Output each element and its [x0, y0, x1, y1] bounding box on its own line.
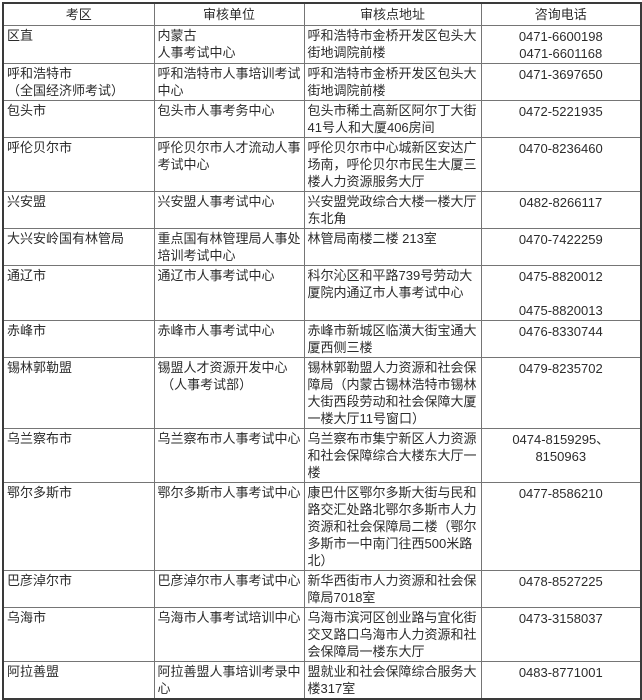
table-row: 乌海市 乌海市人事考试培训中心 乌海市滨河区创业路与宜化街交叉路口乌海市人力资源和社…	[2, 607, 642, 662]
cell-phone: 0477-8586210	[480, 482, 642, 571]
column-header-site-address: 审核点地址	[303, 2, 482, 26]
cell-unit: 乌海市人事考试培训中心	[153, 607, 305, 662]
cell-phone: 0479-8235702	[480, 357, 642, 429]
cell-address: 呼和浩特市金桥开发区包头大街地调院前楼	[303, 25, 482, 64]
cell-unit: 内蒙古 人事考试中心	[153, 25, 305, 64]
cell-area: 阿拉善盟	[2, 661, 155, 700]
cell-unit: 通辽市人事考试中心	[153, 265, 305, 321]
cell-unit: 重点国有林管理局人事处培训考试中心	[153, 228, 305, 266]
cell-address: 科尔沁区和平路739号劳动大厦院内通辽市人事考试中心	[303, 265, 482, 321]
table-header: 考区 审核单位 审核点地址 咨询电话	[2, 2, 642, 26]
table-row: 巴彦淖尔市 巴彦淖尔市人事考试中心 新华西街市人力资源和社会保障局7018室 0478…	[2, 570, 642, 608]
table-row: 鄂尔多斯市 鄂尔多斯市人事考试中心 康巴什区鄂尔多斯大街与民和路交汇处路北鄂尔多斯市…	[2, 482, 642, 571]
cell-phone: 0470-8236460	[480, 137, 642, 192]
cell-address: 包头市稀土高新区阿尔丁大街41号人和大厦406房间	[303, 100, 482, 138]
cell-unit: 呼伦贝尔市人才流动人事考试中心	[153, 137, 305, 192]
table-row: 区直 内蒙古 人事考试中心 呼和浩特市金桥开发区包头大街地调院前楼 0471-6600…	[2, 25, 642, 64]
column-header-review-unit: 审核单位	[153, 2, 305, 26]
cell-unit: 乌兰察布市人事考试中心	[153, 428, 305, 483]
cell-address: 康巴什区鄂尔多斯大街与民和路交汇处路北鄂尔多斯市人力资源和社会保障局二楼（鄂尔多…	[303, 482, 482, 571]
cell-unit: 包头市人事考务中心	[153, 100, 305, 138]
table-body: 区直 内蒙古 人事考试中心 呼和浩特市金桥开发区包头大街地调院前楼 0471-6600…	[2, 25, 642, 700]
cell-area: 通辽市	[2, 265, 155, 321]
cell-address: 锡林郭勒盟人力资源和社会保障局（内蒙古锡林浩特市锡林大街西段劳动和社会保障大厦一…	[303, 357, 482, 429]
cell-unit: 兴安盟人事考试中心	[153, 191, 305, 229]
cell-address: 兴安盟党政综合大楼一楼大厅东北角	[303, 191, 482, 229]
cell-phone: 0471-6600198 0471-6601168	[480, 25, 642, 64]
table-row: 阿拉善盟 阿拉善盟人事培训考录中心 盟就业和社会保障综合服务大楼317室 0483-8…	[2, 661, 642, 700]
cell-area: 鄂尔多斯市	[2, 482, 155, 571]
table-row: 呼和浩特市 （全国经济师考试） 呼和浩特市人事培训考试中心 呼和浩特市金桥开发区包头…	[2, 63, 642, 101]
cell-area: 锡林郭勒盟	[2, 357, 155, 429]
cell-area: 乌兰察布市	[2, 428, 155, 483]
cell-area: 巴彦淖尔市	[2, 570, 155, 608]
cell-phone: 0472-5221935	[480, 100, 642, 138]
cell-address: 新华西街市人力资源和社会保障局7018室	[303, 570, 482, 608]
cell-area: 赤峰市	[2, 320, 155, 358]
cell-unit: 阿拉善盟人事培训考录中心	[153, 661, 305, 700]
cell-phone: 0476-8330744	[480, 320, 642, 358]
cell-unit: 鄂尔多斯市人事考试中心	[153, 482, 305, 571]
cell-unit: 赤峰市人事考试中心	[153, 320, 305, 358]
table-row: 乌兰察布市 乌兰察布市人事考试中心 乌兰察布市集宁新区人力资源和社会保障综合大楼东大…	[2, 428, 642, 483]
cell-area: 包头市	[2, 100, 155, 138]
table-row: 包头市 包头市人事考务中心 包头市稀土高新区阿尔丁大街41号人和大厦406房间 047…	[2, 100, 642, 138]
cell-area: 呼伦贝尔市	[2, 137, 155, 192]
cell-area: 兴安盟	[2, 191, 155, 229]
column-header-exam-area: 考区	[2, 2, 155, 26]
header-row: 考区 审核单位 审核点地址 咨询电话	[2, 2, 642, 26]
table-row: 通辽市 通辽市人事考试中心 科尔沁区和平路739号劳动大厦院内通辽市人事考试中心 04…	[2, 265, 642, 321]
cell-phone: 0474-8159295、 8150963	[480, 428, 642, 483]
cell-phone: 0473-3158037	[480, 607, 642, 662]
cell-address: 乌海市滨河区创业路与宜化街交叉路口乌海市人力资源和社会保障局一楼东大厅	[303, 607, 482, 662]
cell-phone: 0483-8771001	[480, 661, 642, 700]
table-row: 呼伦贝尔市 呼伦贝尔市人才流动人事考试中心 呼伦贝尔市中心城新区安达广场南，呼伦贝尔…	[2, 137, 642, 192]
cell-phone: 0478-8527225	[480, 570, 642, 608]
cell-phone: 0482-8266117	[480, 191, 642, 229]
cell-area: 区直	[2, 25, 155, 64]
cell-phone: 0470-7422259	[480, 228, 642, 266]
table-row: 大兴安岭国有林管局 重点国有林管理局人事处培训考试中心 林管局南楼二楼 213室 04…	[2, 228, 642, 266]
cell-unit: 呼和浩特市人事培训考试中心	[153, 63, 305, 101]
cell-unit: 锡盟人才资源开发中心 （人事考试部）	[153, 357, 305, 429]
cell-area: 呼和浩特市 （全国经济师考试）	[2, 63, 155, 101]
cell-phone: 0475-8820012 0475-8820013	[480, 265, 642, 321]
cell-address: 呼伦贝尔市中心城新区安达广场南，呼伦贝尔市民生大厦三楼人力资源服务大厅	[303, 137, 482, 192]
cell-unit: 巴彦淖尔市人事考试中心	[153, 570, 305, 608]
column-header-phone: 咨询电话	[480, 2, 642, 26]
table-row: 锡林郭勒盟 锡盟人才资源开发中心 （人事考试部） 锡林郭勒盟人力资源和社会保障局（内…	[2, 357, 642, 429]
cell-address: 盟就业和社会保障综合服务大楼317室	[303, 661, 482, 700]
table-row: 兴安盟 兴安盟人事考试中心 兴安盟党政综合大楼一楼大厅东北角 0482-8266117	[2, 191, 642, 229]
cell-address: 赤峰市新城区临潢大街宝通大厦西侧三楼	[303, 320, 482, 358]
cell-phone: 0471-3697650	[480, 63, 642, 101]
cell-area: 乌海市	[2, 607, 155, 662]
cell-address: 林管局南楼二楼 213室	[303, 228, 482, 266]
cell-area: 大兴安岭国有林管局	[2, 228, 155, 266]
cell-address: 乌兰察布市集宁新区人力资源和社会保障综合大楼东大厅一楼	[303, 428, 482, 483]
table-row: 赤峰市 赤峰市人事考试中心 赤峰市新城区临潢大街宝通大厦西侧三楼 0476-83307…	[2, 320, 642, 358]
cell-address: 呼和浩特市金桥开发区包头大街地调院前楼	[303, 63, 482, 101]
